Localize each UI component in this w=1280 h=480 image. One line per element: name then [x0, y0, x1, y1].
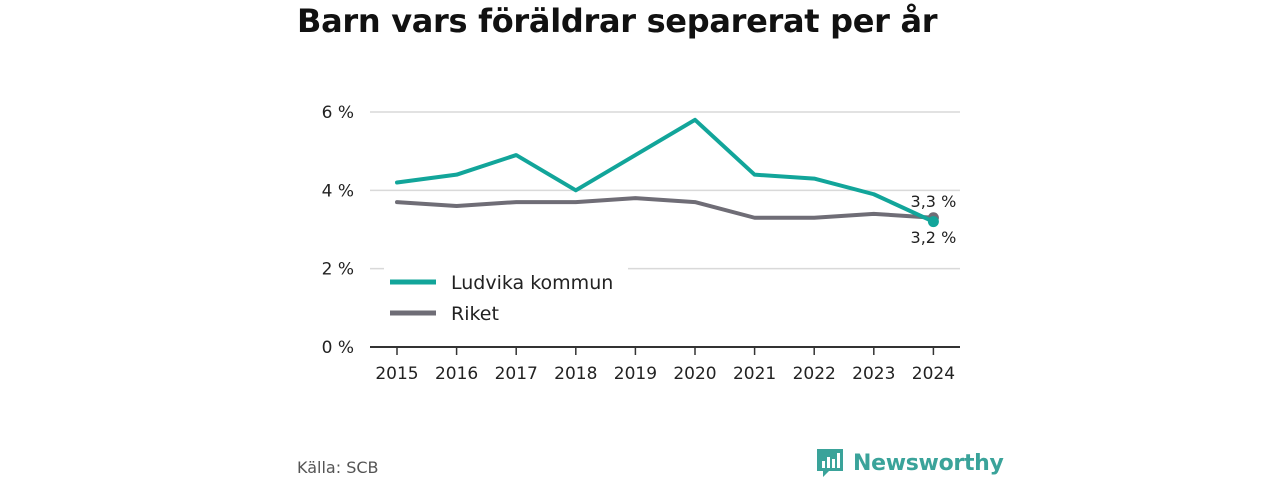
legend-box [384, 264, 628, 334]
y-tick-label: 4 % [322, 181, 354, 201]
brand-logo[interactable]: Newsworthy [815, 447, 1004, 479]
legend-label: Ludvika kommun [451, 272, 613, 294]
source-label: Källa: SCB [297, 458, 379, 477]
data-label-riket: 3,3 % [911, 192, 957, 211]
x-tick-label: 2021 [733, 364, 776, 384]
newsworthy-logo-icon [817, 449, 843, 477]
line-chart: 0 % 2 % 4 % 6 % 2015 2016 2017 2018 2019 2020 202… [322, 103, 960, 384]
series-line-ludvika [395, 117, 936, 224]
data-label-ludvika: 3,2 % [911, 228, 957, 247]
legend-label: Riket [451, 303, 499, 325]
x-tick-label: 2022 [793, 364, 836, 384]
y-tick-label: 0 % [322, 338, 354, 358]
x-tick-label: 2015 [375, 364, 418, 384]
x-tick-label: 2018 [554, 364, 597, 384]
x-tick-label: 2023 [852, 364, 895, 384]
x-tick-label: 2019 [614, 364, 657, 384]
x-tick-label: 2020 [673, 364, 716, 384]
chart-title: Barn vars föräldrar separerat per år [297, 2, 938, 40]
x-tick-label: 2016 [435, 364, 478, 384]
y-tick-label: 2 % [322, 260, 354, 280]
x-tick-label: 2024 [912, 364, 955, 384]
x-tick-label: 2017 [495, 364, 538, 384]
brand-name: Newsworthy [853, 450, 1004, 476]
endpoint-ludvika [927, 216, 939, 228]
y-tick-label: 6 % [322, 103, 354, 123]
series-line-riket [395, 196, 936, 220]
